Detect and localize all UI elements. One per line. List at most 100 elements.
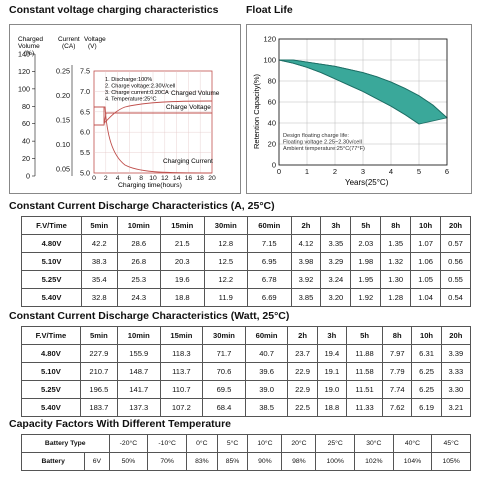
float-y-tick: 20 [268,140,276,149]
current-cell: 35.4 [81,270,118,289]
current-cell: 28.6 [116,234,162,253]
volume-axis-title: Charged Volume (%) [18,36,43,57]
watt-cell: 19.1 [316,362,347,381]
capacity-factor-cell: 105% [431,452,471,471]
cv-x-tick: 6 [128,175,132,182]
voltage-tick: 6.5 [80,107,90,116]
volume-tick: 60 [22,119,30,128]
watt-cell: 22.5 [287,398,318,417]
temperature-header: -10°C [147,434,188,453]
float-y-tick: 120 [263,35,276,44]
watt-header-cell: 60min [244,326,289,345]
watt-cell: 6.19 [411,398,442,417]
watt-cell: 6.25 [411,380,442,399]
current-tick: 0.20 [56,91,70,100]
battery-label: Battery [20,452,86,471]
current-header-row: F.V/Time 5min 10min 15min 30min 60min 2h 3h 5h 8h… [20,216,471,235]
float-life-chart: 0 1 2 3 4 5 6 0 20 40 60 80 100 120 Retention Capacit… [246,24,472,194]
capacity-factor-cell: 85% [216,452,249,471]
charged-volume-curve [94,100,213,124]
float-plot-frame [278,38,448,166]
float-annotation: Design floating charge life: Floating vo… [283,133,365,152]
voltage-tick: 5.5 [80,148,90,157]
watt-cell: 39.0 [244,380,289,399]
current-cell: 1.95 [350,270,382,289]
float-x-tick: 1 [305,167,309,176]
float-life-title: Float Life [246,4,293,16]
watt-row-label: 5.25V [21,380,81,399]
current-header-cell: 20h [440,216,471,235]
watt-cell: 7.74 [382,380,413,399]
temperature-header: 30°C [354,434,394,453]
watt-cell: 71.7 [202,344,246,363]
current-cell: 3.35 [320,234,352,253]
watt-header-cell: 15min [159,326,204,345]
current-header-cell: 5h [350,216,382,235]
current-cell: 3.29 [320,252,352,271]
capacity-header-row: Battery Type -20°C -10°C 0°C 5°C 10°C 20°C 25°C… [21,434,471,453]
float-x-tick: 3 [361,167,365,176]
current-cell: 18.8 [160,288,205,307]
current-table-title: Constant Current Discharge Characteristi… [9,200,275,212]
watt-cell: 6.25 [411,362,442,381]
cv-x-tick: 2 [104,175,108,182]
capacity-table-title: Capacity Factors With Different Temperat… [9,418,232,430]
current-row-label: 5.10V [20,252,83,271]
float-y-tick: 0 [272,161,276,170]
current-cell: 3.20 [320,288,352,307]
watt-cell: 11.33 [345,398,384,417]
current-cell: 1.06 [410,252,442,271]
watt-cell: 69.5 [202,380,246,399]
volume-tick: 40 [22,137,30,146]
watt-cell: 38.5 [244,398,289,417]
float-xlabel: Years(25°C) [345,178,389,187]
cv-x-tick: 0 [92,175,96,182]
current-cell: 26.8 [116,252,162,271]
capacity-factor-cell: 50% [108,452,149,471]
table-row: 5.10V 38.3 26.8 20.3 12.5 6.95 3.98 3.29 1.98 1.3… [20,252,471,271]
charged-volume-label: Charged Volume [171,90,220,97]
watt-cell: 22.9 [287,380,318,399]
watt-cell: 3.39 [440,344,472,363]
current-header-cell: 10min [116,216,162,235]
cv-chart-title: Constant voltage charging characteristic… [9,4,219,16]
cv-x-tick: 8 [139,175,143,182]
voltage-tick: 7.5 [80,67,90,76]
watt-row-label: 5.40V [21,398,81,417]
volume-tick: 0 [26,172,30,181]
watt-header-cell: 20h [440,326,472,345]
cv-x-tick: 12 [161,175,169,182]
current-cell: 0.56 [440,252,471,271]
watt-header-cell: 2h [287,326,318,345]
float-y-tick: 80 [268,77,276,86]
current-cell: 1.32 [380,252,412,271]
current-cell: 6.95 [247,252,292,271]
current-tick: 0.25 [56,67,70,76]
current-tick: 0.05 [56,165,70,174]
current-cell: 38.3 [81,252,118,271]
volume-tick: 80 [22,102,30,111]
current-header-cell: 8h [380,216,412,235]
capacity-factor-cell: 100% [315,452,356,471]
watt-cell: 23.7 [287,344,318,363]
capacity-factor-cell: 83% [186,452,218,471]
watt-cell: 148.7 [116,362,161,381]
watt-cell: 210.7 [79,362,118,381]
charge-voltage-curve [94,112,212,126]
watt-cell: 118.3 [159,344,204,363]
temperature-header: 20°C [281,434,317,453]
current-cell: 7.15 [247,234,292,253]
current-cell: 12.8 [203,234,249,253]
current-cell: 1.92 [350,288,382,307]
watt-cell: 40.7 [244,344,289,363]
current-cell: 4.12 [290,234,322,253]
watt-header-cell: F.V/Time [21,326,81,345]
watt-header-cell: 5min [79,326,118,345]
table-row: 5.40V 32.8 24.3 18.8 11.9 6.69 3.85 3.20 1.92 1.2… [20,288,471,307]
watt-cell: 227.9 [79,344,118,363]
watt-cell: 11.58 [345,362,384,381]
cv-x-tick: 18 [196,175,204,182]
cv-x-tick: 20 [208,175,216,182]
watt-header-cell: 10min [116,326,161,345]
watt-cell: 107.2 [159,398,204,417]
